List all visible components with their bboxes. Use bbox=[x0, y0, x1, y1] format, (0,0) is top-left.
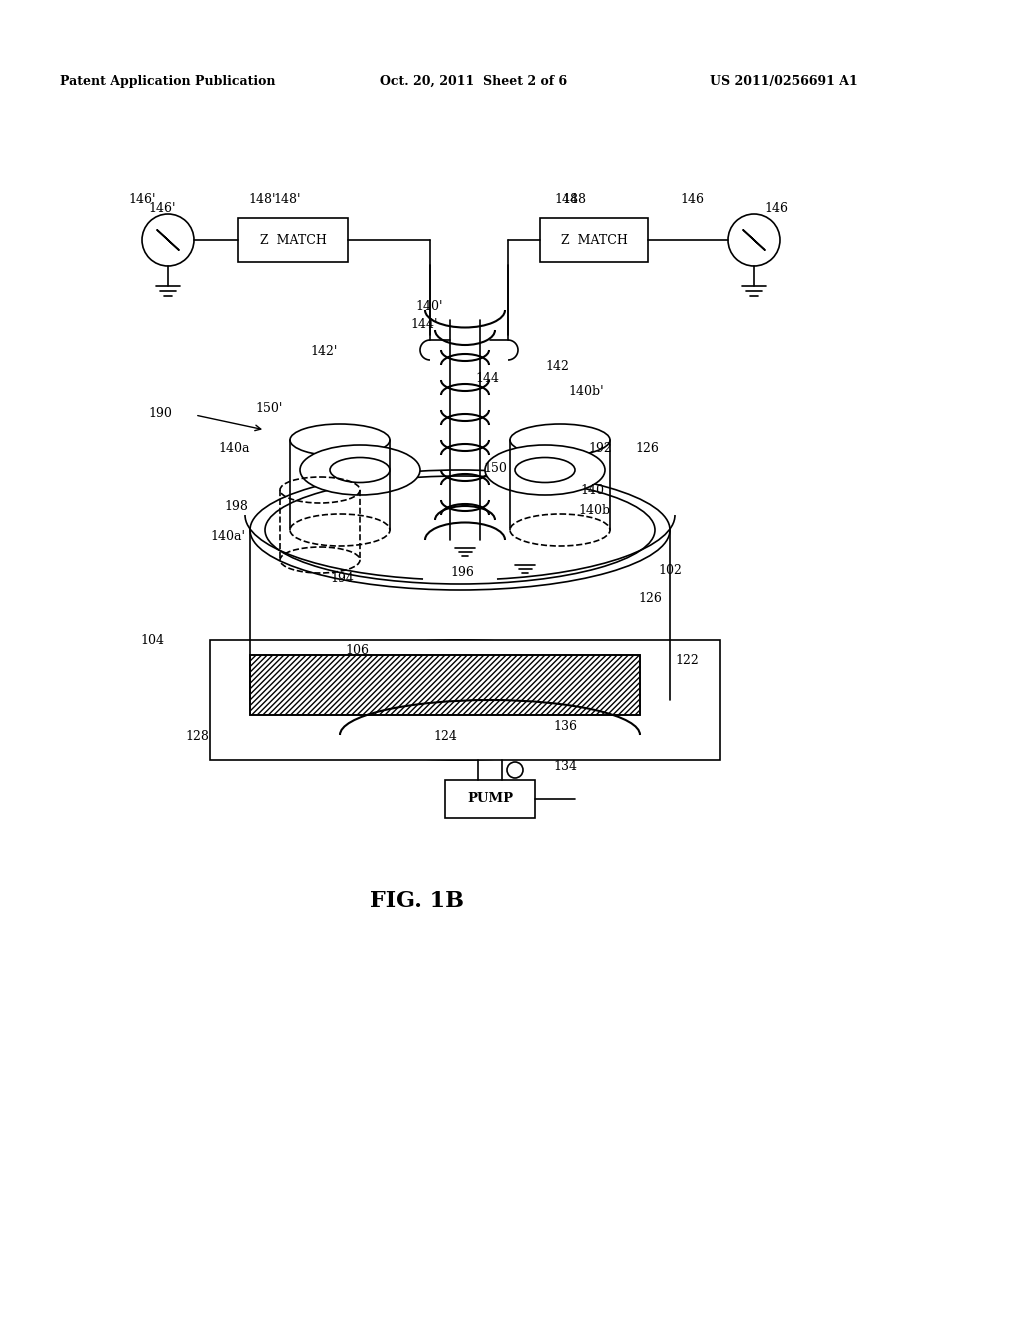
Text: 148': 148' bbox=[248, 193, 275, 206]
Text: 140': 140' bbox=[415, 300, 442, 313]
Text: 146: 146 bbox=[680, 193, 705, 206]
Text: 134: 134 bbox=[553, 760, 577, 774]
Text: 102: 102 bbox=[658, 564, 682, 577]
Text: 146': 146' bbox=[148, 202, 175, 215]
Text: 140a': 140a' bbox=[210, 531, 245, 543]
Text: 136: 136 bbox=[553, 719, 577, 733]
Ellipse shape bbox=[515, 458, 575, 483]
Text: 126: 126 bbox=[638, 591, 662, 605]
Text: 194: 194 bbox=[330, 572, 354, 585]
Text: 140b: 140b bbox=[578, 504, 610, 517]
Ellipse shape bbox=[250, 470, 670, 590]
Text: 124: 124 bbox=[433, 730, 457, 743]
Text: 150': 150' bbox=[255, 403, 283, 414]
Bar bbox=[238, 218, 348, 261]
Bar bbox=[540, 218, 648, 261]
Text: 148: 148 bbox=[554, 193, 578, 206]
Text: PUMP: PUMP bbox=[467, 792, 513, 805]
Text: 104: 104 bbox=[140, 634, 164, 647]
Ellipse shape bbox=[330, 458, 390, 483]
Text: 190: 190 bbox=[148, 407, 172, 420]
Text: 140a: 140a bbox=[218, 442, 250, 455]
Ellipse shape bbox=[250, 640, 670, 760]
Text: 146': 146' bbox=[128, 193, 156, 206]
Text: 122: 122 bbox=[675, 653, 698, 667]
Text: 140b': 140b' bbox=[568, 385, 603, 399]
Text: 126: 126 bbox=[635, 442, 658, 455]
Bar bbox=[210, 640, 720, 760]
Ellipse shape bbox=[265, 477, 655, 583]
Bar bbox=[250, 655, 640, 715]
Text: 150: 150 bbox=[483, 462, 507, 475]
Text: 198: 198 bbox=[224, 500, 248, 513]
Text: FIG. 1B: FIG. 1B bbox=[370, 890, 464, 912]
Text: 148': 148' bbox=[273, 193, 300, 206]
Ellipse shape bbox=[485, 445, 605, 495]
Circle shape bbox=[142, 214, 194, 267]
Text: 142: 142 bbox=[545, 360, 569, 374]
Circle shape bbox=[507, 762, 523, 777]
Text: 140: 140 bbox=[580, 484, 604, 498]
Bar bbox=[445, 780, 535, 818]
Text: 106: 106 bbox=[345, 644, 369, 657]
Ellipse shape bbox=[300, 445, 420, 495]
Ellipse shape bbox=[510, 424, 610, 455]
Text: Z  MATCH: Z MATCH bbox=[259, 234, 327, 247]
Text: 192: 192 bbox=[588, 442, 611, 455]
Text: US 2011/0256691 A1: US 2011/0256691 A1 bbox=[710, 75, 858, 88]
Text: 142': 142' bbox=[310, 345, 337, 358]
Text: 144': 144' bbox=[410, 318, 437, 331]
Text: 196: 196 bbox=[450, 566, 474, 579]
Text: Patent Application Publication: Patent Application Publication bbox=[60, 75, 275, 88]
Text: Oct. 20, 2011  Sheet 2 of 6: Oct. 20, 2011 Sheet 2 of 6 bbox=[380, 75, 567, 88]
Text: 128: 128 bbox=[185, 730, 209, 743]
Text: 144: 144 bbox=[475, 372, 499, 385]
Bar bbox=[250, 655, 640, 715]
Text: 146: 146 bbox=[764, 202, 788, 215]
Ellipse shape bbox=[290, 424, 390, 455]
Text: Z  MATCH: Z MATCH bbox=[560, 234, 628, 247]
Text: 148: 148 bbox=[562, 193, 586, 206]
Circle shape bbox=[728, 214, 780, 267]
